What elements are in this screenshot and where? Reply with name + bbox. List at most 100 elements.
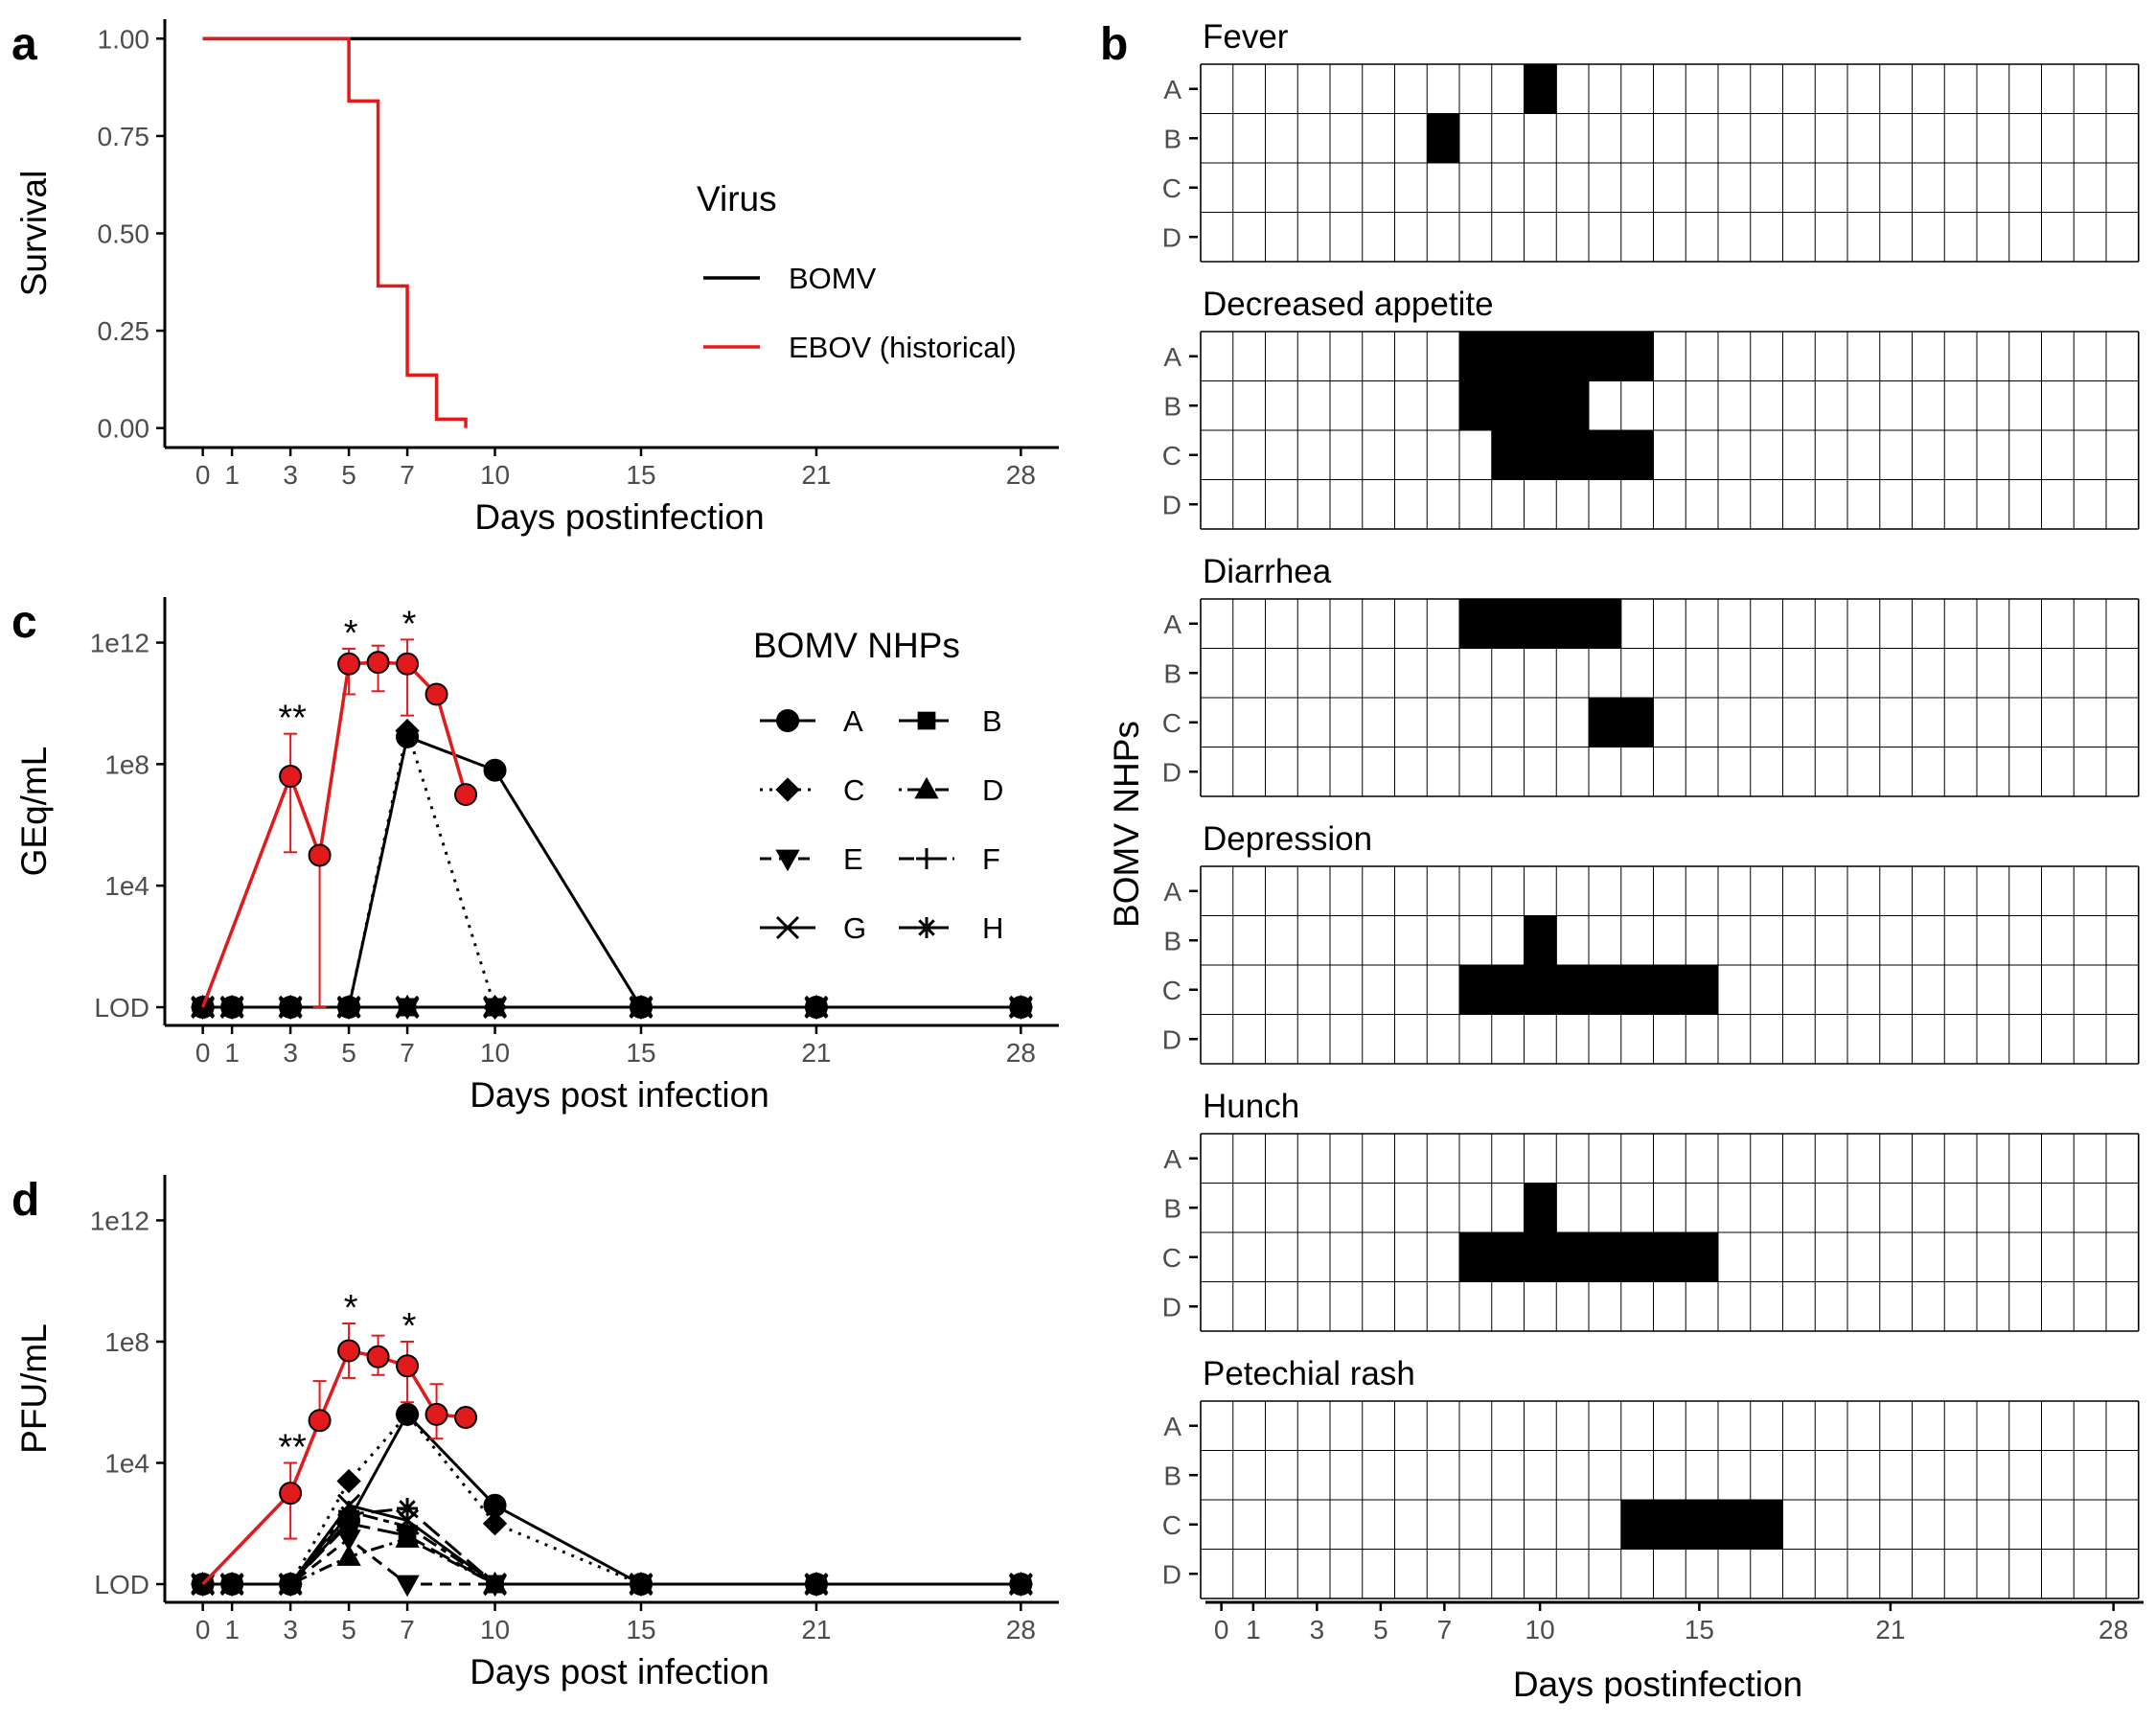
ebov-historical-line	[201, 660, 468, 1008]
marker-H	[630, 996, 652, 1018]
filled-cell	[1589, 430, 1622, 480]
marker-H	[280, 1574, 302, 1596]
legend: Virus BOMV EBOV (historical)	[697, 179, 1017, 364]
x-tick-label: 1	[224, 1038, 240, 1068]
filled-cell	[1524, 380, 1557, 431]
legend-key-marker	[917, 711, 936, 730]
filled-cell	[1459, 599, 1493, 649]
filled-cell	[1524, 1232, 1557, 1282]
legend-title: BOMV NHPs	[753, 626, 960, 665]
x-tick-label: 0	[195, 1038, 211, 1068]
filled-cell	[1686, 1232, 1719, 1282]
legend-key-marker	[775, 777, 800, 802]
legend-key-marker	[776, 709, 799, 732]
filled-cell	[1686, 1500, 1719, 1550]
series-line-A	[202, 1412, 1021, 1586]
x-tick-label: 15	[626, 1038, 655, 1068]
y-tick-label: 1.00	[98, 24, 150, 54]
facet-title: Decreased appetite	[1203, 286, 1494, 323]
y-tick-label: 1e4	[104, 1448, 149, 1478]
series-line-C	[202, 724, 1021, 1009]
legend-key-marker	[916, 848, 937, 869]
marker-E	[336, 1530, 361, 1552]
filled-cell	[1524, 965, 1557, 1015]
y-tick-label: D	[1162, 1024, 1181, 1054]
y-tick-label: B	[1163, 926, 1181, 955]
legend: BOMV NHPs A B C D E F G H	[753, 626, 1003, 945]
x-tick-label: 21	[801, 1615, 831, 1644]
y-tick-label: 1e8	[104, 1327, 149, 1357]
x-axis-title: Days postinfection	[474, 497, 764, 537]
y-tick-label: A	[1163, 877, 1181, 907]
y-tick-label: A	[1163, 1144, 1181, 1174]
filled-cell	[1556, 380, 1590, 431]
y-axis-title: GEq/mL	[14, 747, 54, 877]
significance-label: **	[278, 699, 307, 739]
y-tick-label: A	[1163, 75, 1181, 104]
filled-cell	[1556, 1232, 1590, 1282]
legend-key-marker	[775, 849, 800, 872]
filled-cell	[1491, 430, 1525, 480]
legend-label: E	[843, 842, 863, 876]
y-tick-label: B	[1163, 391, 1181, 421]
x-tick-label: 3	[283, 1038, 298, 1068]
significance-label: *	[402, 604, 417, 644]
y-tick-label: 1e12	[90, 629, 149, 658]
filled-cell	[1459, 332, 1493, 381]
filled-cell	[1620, 1232, 1654, 1282]
legend-label: A	[843, 704, 863, 738]
x-tick-label: 0	[1214, 1615, 1229, 1644]
ebov-historical-point	[424, 1402, 448, 1426]
x-tick-label: 0	[195, 1615, 211, 1644]
filled-cell	[1620, 332, 1654, 381]
filled-cell	[1524, 599, 1557, 649]
legend-label: EBOV (historical)	[789, 331, 1017, 364]
marker-H	[484, 996, 506, 1018]
x-tick-label: 10	[480, 1615, 510, 1644]
ebov-historical-point	[337, 652, 361, 676]
y-tick-label: 1e8	[104, 749, 149, 779]
panel-label-a: a	[11, 19, 37, 70]
ebov-historical-point	[424, 682, 448, 706]
marker-H	[630, 1574, 652, 1596]
ebov-historical-point	[279, 765, 303, 789]
marker-H	[805, 1574, 827, 1596]
x-tick-label: 28	[1006, 1038, 1036, 1068]
y-axis-title: Survival	[14, 171, 54, 297]
ebov-historical-point	[279, 1482, 303, 1506]
x-tick-label: 1	[1246, 1615, 1261, 1644]
filled-cell	[1653, 965, 1686, 1015]
ebov-historical-point	[308, 843, 332, 867]
filled-cell	[1524, 64, 1557, 114]
marker-H	[338, 1504, 360, 1526]
y-tick-label: LOD	[94, 993, 149, 1023]
ebov-historical-point	[337, 1339, 361, 1363]
x-tick-label: 5	[341, 460, 356, 490]
y-tick-label: D	[1162, 757, 1181, 787]
y-tick-label: 0.50	[98, 219, 150, 249]
filled-cell	[1524, 1183, 1557, 1233]
survival-line-ebov	[202, 36, 468, 428]
y-tick-label: B	[1163, 124, 1181, 153]
x-tick-label: 28	[2099, 1615, 2128, 1644]
filled-cell	[1524, 332, 1557, 381]
filled-cell	[1653, 1232, 1686, 1282]
ebov-historical-point	[308, 1409, 332, 1433]
x-tick-label: 0	[195, 460, 211, 490]
x-tick-label: 10	[480, 460, 510, 490]
panel-a-survival-chart: a 0 1 3 5 7 10 15 21 28 Days postinfection 0.00 0.25…	[11, 19, 1059, 537]
x-tick-label: 3	[283, 1615, 298, 1644]
marker-A	[483, 758, 507, 782]
filled-cell	[1491, 332, 1525, 381]
x-tick-label: 3	[283, 460, 298, 490]
marker-H	[221, 996, 243, 1018]
filled-cell	[1589, 698, 1622, 748]
filled-cell	[1620, 698, 1654, 748]
significance-label: **	[278, 1427, 307, 1467]
legend-label: F	[982, 842, 1000, 876]
filled-cell	[1491, 965, 1525, 1015]
filled-cell	[1491, 380, 1525, 431]
